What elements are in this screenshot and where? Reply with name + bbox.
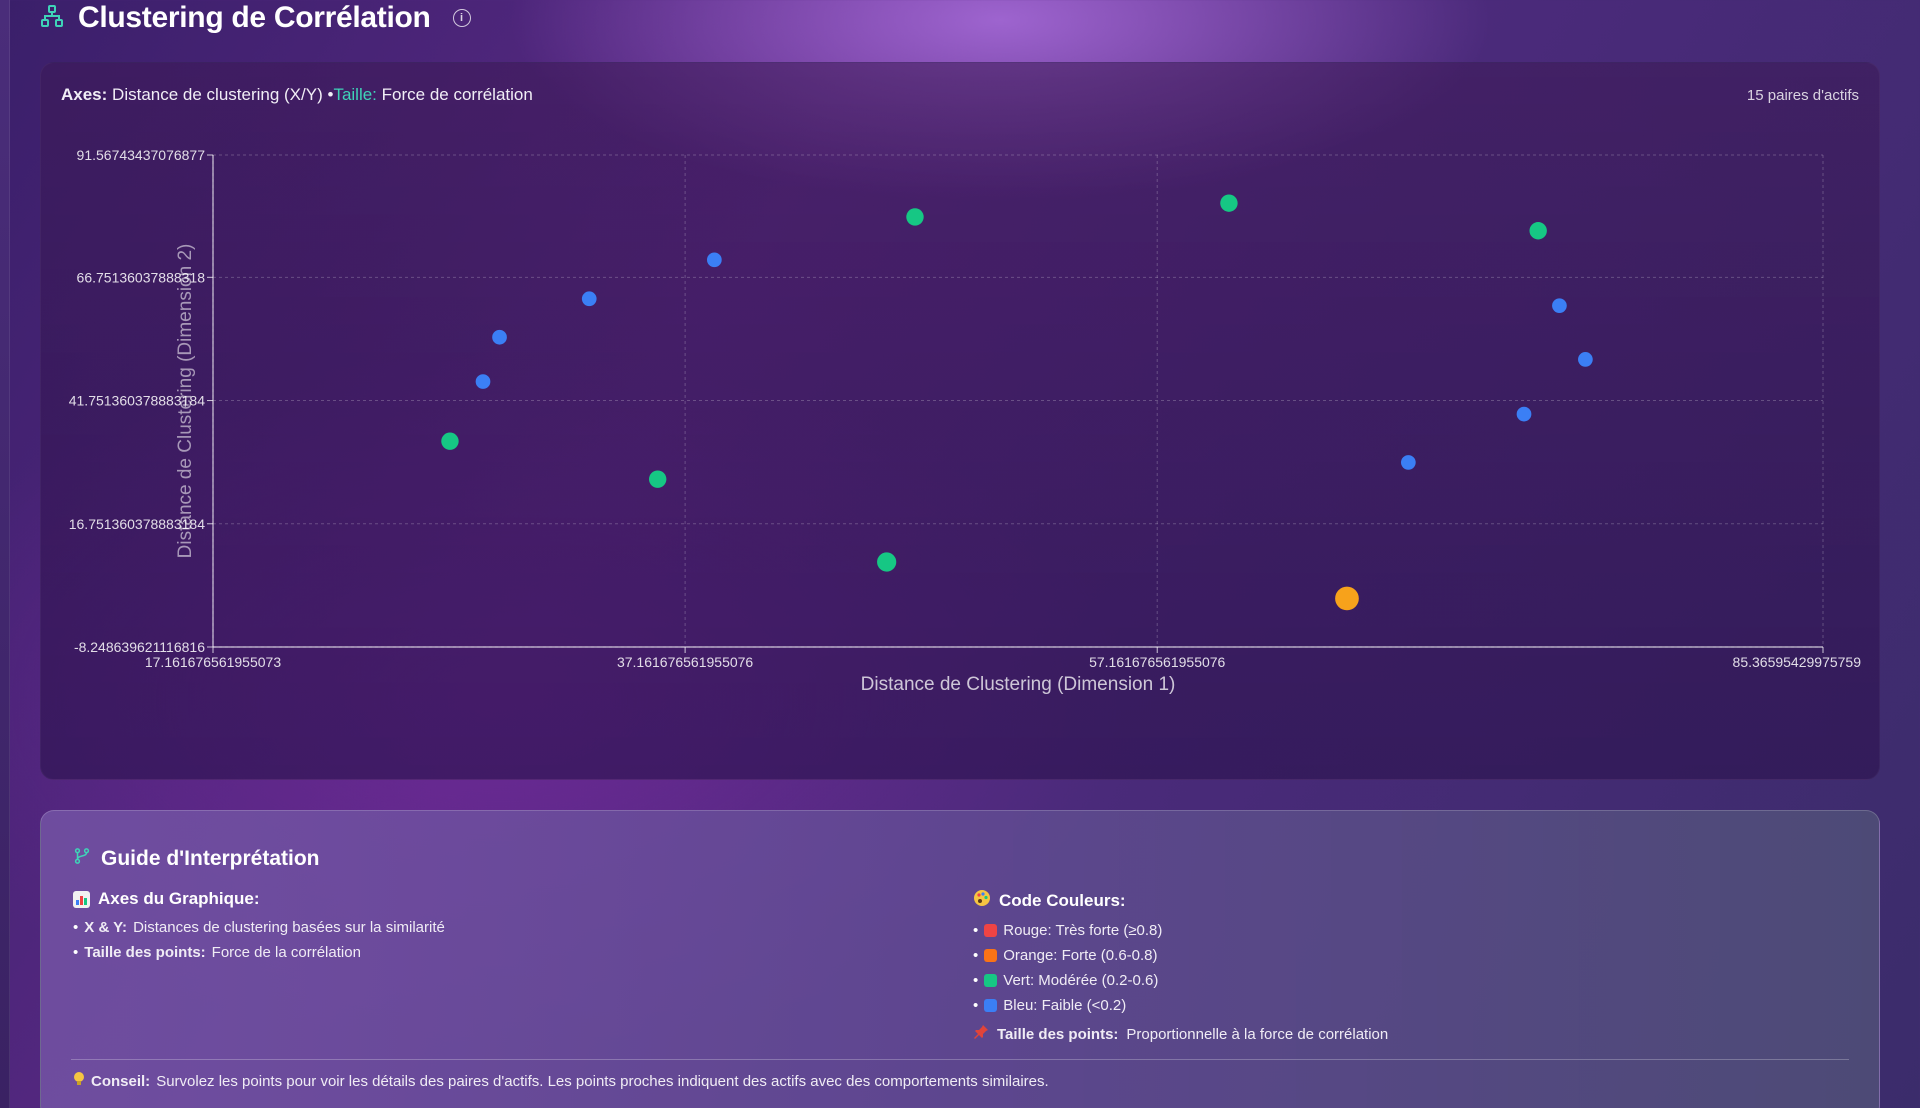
legend-item-green: • Vert: Modérée (0.2-0.6) [973,972,1159,989]
data-point [877,552,897,572]
bar-chart-icon [73,890,90,908]
page-header: Clustering de Corrélation i [40,0,471,36]
y-axis-title: Distance de Clustering (Dimension 2) [175,244,196,559]
list-item: • X & Y: Distances de clustering basées su… [73,919,445,936]
y-tick-label: 91.56743437076877 [77,147,206,163]
data-point [706,252,722,268]
size-note: Taille des points: Proportionnelle à la f… [973,1024,1388,1044]
y-tick-label: -8.248639621116816 [74,639,205,655]
pin-icon [973,1024,989,1044]
x-tick-label: 85.36595429975759 [1733,654,1862,670]
hierarchy-icon [40,4,64,33]
axes-label: Axes: [61,85,108,104]
x-tick-label: 37.161676561955076 [617,654,753,670]
chart-card: 17.161676561955073 37.161676561955076 57.1… [40,62,1880,780]
list-item: • Taille des points: Force de la corrélati… [73,944,361,961]
y-tick-label: 41.751360378883184 [69,393,205,409]
branch-icon [73,847,91,871]
axes-description: Axes: Distance de clustering (X/Y) •Tail… [61,85,533,104]
guide-title: Guide d'Interprétation [101,847,320,870]
x-tick-label: 57.161676561955076 [1089,654,1225,670]
data-point [475,374,491,389]
data-point [1400,455,1416,470]
divider [71,1059,1849,1060]
axes-text: Distance de clustering (X/Y) [112,85,323,104]
data-point [1578,352,1593,367]
scatter-chart: 17.161676561955073 37.161676561955076 57.1… [69,147,1862,695]
x-axis-title: Distance de Clustering (Dimension 1) [861,674,1176,695]
axes-section: Axes du Graphique: • X & Y: Distances de c… [73,889,445,965]
colors-section: Code Couleurs: • Rouge: Très forte (≥0.8)… [973,889,1388,1044]
info-icon[interactable]: i [452,9,471,27]
data-point [492,329,507,345]
interpretation-guide: Guide d'Interprétation Axes du Graphique… [40,810,1880,1108]
size-label: Taille: [333,85,377,104]
tip: Conseil: Survolez les points pour voir le… [73,1071,1049,1091]
pairs-count: 15 paires d'actifs [1746,87,1859,104]
size-text: Force de corrélation [381,85,533,104]
side-panel-edge [0,0,10,1108]
guide-header: Guide d'Interprétation [73,847,320,871]
data-point [648,470,667,488]
y-tick-label: 16.751360378883184 [69,516,205,532]
legend-item-red: • Rouge: Très forte (≥0.8) [973,922,1163,939]
data-point [1335,586,1359,611]
palette-icon [973,889,991,912]
axes-heading: Axes du Graphique: [98,889,260,908]
legend-item-blue: • Bleu: Faible (<0.2) [973,997,1127,1014]
lightbulb-icon [73,1071,85,1091]
y-tick-label: 66.75136037888318 [77,269,206,285]
data-point [441,432,459,450]
page-title: Clustering de Corrélation [78,1,431,34]
data-point [906,208,924,226]
data-point [581,291,597,307]
data-point [1529,222,1547,240]
x-tick-label: 17.161676561955073 [145,654,281,670]
data-point [1552,298,1567,314]
legend-item-orange: • Orange: Forte (0.6-0.8) [973,947,1158,964]
colors-heading: Code Couleurs: [999,890,1126,910]
data-point [1516,406,1532,422]
data-point [1220,194,1238,212]
